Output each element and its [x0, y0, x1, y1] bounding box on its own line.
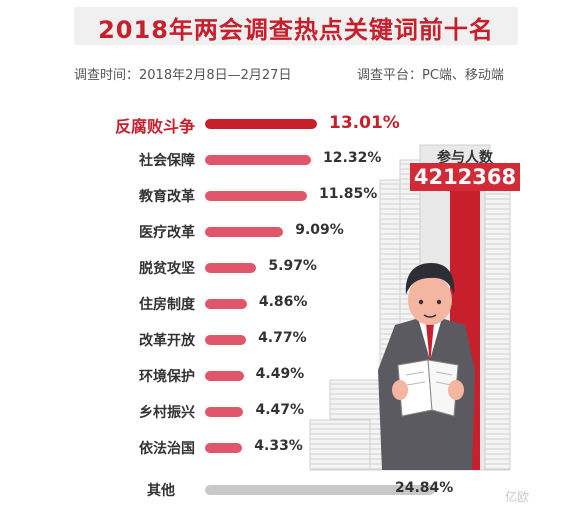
category-label: 住房制度	[139, 297, 195, 313]
data-bar	[205, 191, 307, 201]
value-label: 24.84%	[395, 480, 454, 496]
value-label: 4.33%	[254, 438, 303, 454]
title-band	[74, 7, 518, 45]
category-label: 改革开放	[139, 333, 195, 349]
category-label: 社会保障	[139, 153, 195, 169]
survey-time: 调查时间：2018年2月8日—2月27日	[74, 68, 292, 83]
category-label: 依法治国	[139, 441, 195, 457]
value-label: 9.09%	[295, 222, 344, 238]
survey-platform: 调查平台：PC端、移动端	[357, 68, 504, 83]
data-bar	[205, 335, 247, 345]
value-label: 5.97%	[268, 258, 317, 274]
reading-man-illustration	[309, 144, 511, 471]
value-label: 4.77%	[258, 330, 307, 346]
value-label: 11.85%	[319, 186, 378, 202]
value-label: 4.49%	[255, 366, 305, 382]
category-label: 医疗改革	[139, 225, 195, 241]
data-bar	[205, 299, 247, 309]
value-label: 4.86%	[258, 294, 308, 310]
category-label: 反腐败斗争	[114, 117, 195, 136]
data-bar	[205, 407, 244, 417]
category-label: 环境保护	[139, 369, 195, 385]
data-bar	[205, 371, 244, 381]
participants-label: 参与人数	[437, 150, 493, 166]
value-label: 13.01%	[329, 113, 400, 133]
data-bar	[205, 155, 312, 165]
data-bar	[205, 443, 243, 453]
data-bar	[205, 227, 284, 237]
value-label: 12.32%	[323, 150, 382, 166]
category-label: 教育改革	[139, 189, 195, 205]
data-bar	[205, 263, 257, 273]
category-label: 其他	[147, 483, 175, 499]
value-label: 4.47%	[255, 402, 305, 418]
category-label: 脱贫攻坚	[139, 261, 195, 277]
data-bar	[205, 119, 317, 129]
participants-count: 4212368	[410, 163, 520, 191]
data-bar	[205, 485, 435, 495]
category-label: 乡村振兴	[139, 405, 195, 421]
page-title: 2018年两会调查热点关键词前十名	[98, 16, 494, 44]
watermark: 亿欧	[505, 490, 530, 504]
